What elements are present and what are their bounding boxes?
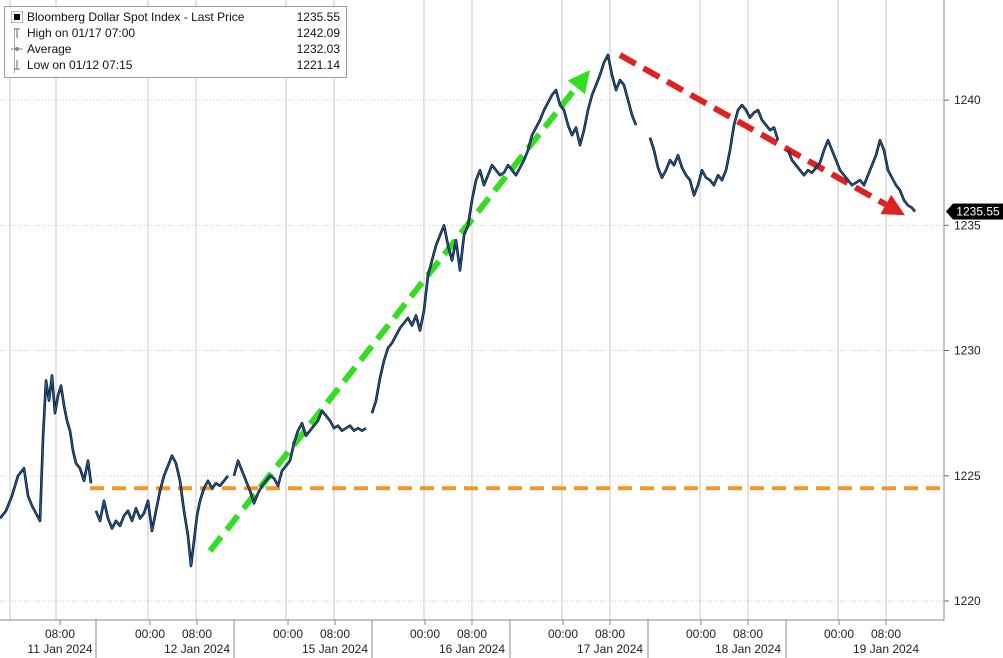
series-line [649, 104, 779, 196]
trend-arrow-head [880, 194, 905, 216]
x-tick-time-label: 08:00 [733, 627, 763, 641]
legend-high-value: 1242.09 [296, 26, 340, 40]
annotations [90, 52, 944, 553]
series-line-shadow [648, 103, 780, 197]
low-marker-icon [14, 60, 20, 70]
average-marker-icon [11, 47, 23, 51]
last-price-box [953, 203, 1003, 220]
series-line-shadow [370, 53, 638, 414]
legend-average-row: Average 1232.03 [5, 41, 346, 57]
y-tick-label: 1235 [954, 218, 981, 232]
x-tick-time-label: 00:00 [686, 627, 716, 641]
series-line [371, 54, 637, 414]
x-tick-date-label: 18 Jan 2024 [715, 642, 781, 656]
x-tick-time-label: 00:00 [410, 627, 440, 641]
x-tick-time-label: 08:00 [45, 627, 75, 641]
last-price-pointer [946, 203, 953, 220]
legend-average-label: Average [27, 42, 72, 56]
legend-series-value: 1235.55 [296, 10, 340, 24]
x-tick-time-label: 00:00 [548, 627, 578, 641]
series-group [0, 53, 917, 568]
series-line-shadow [786, 138, 917, 213]
last-price-label: 1235.55 [956, 205, 1000, 219]
y-tick-label: 1240 [954, 93, 981, 107]
y-tick-label: 1225 [954, 469, 981, 483]
x-tick-time-label: 00:00 [273, 627, 303, 641]
x-tick-date-label: 11 Jan 2024 [27, 642, 92, 656]
trend-arrow-line [207, 85, 579, 553]
legend-high-label: High on 01/17 07:00 [27, 26, 136, 40]
x-tick-date-label: 15 Jan 2024 [302, 642, 368, 656]
x-tick-time-label: 00:00 [824, 627, 854, 641]
legend-series-row: Bloomberg Dollar Spot Index - Last Price… [5, 9, 346, 25]
series-square-icon [11, 11, 23, 23]
legend-series-label: Bloomberg Dollar Spot Index - Last Price [27, 10, 245, 24]
x-tick-date-label: 16 Jan 2024 [439, 642, 505, 656]
x-tick-time-label: 00:00 [135, 627, 165, 641]
legend-low-label: Low on 01/12 07:15 [27, 58, 133, 72]
x-tick-time-label: 08:00 [182, 627, 212, 641]
series-line [0, 375, 92, 522]
y-tick-label: 1230 [954, 344, 981, 358]
legend-average-value: 1232.03 [296, 42, 340, 56]
x-tick-date-label: 19 Jan 2024 [853, 642, 919, 656]
series-line [233, 410, 367, 504]
x-tick-time-label: 08:00 [595, 627, 625, 641]
high-marker-icon [14, 28, 20, 38]
legend-low-row: Low on 01/12 07:15 1221.14 [5, 57, 346, 73]
legend: Bloomberg Dollar Spot Index - Last Price… [4, 6, 347, 78]
x-tick-time-label: 08:00 [320, 627, 350, 641]
x-tick-date-label: 17 Jan 2024 [577, 642, 643, 656]
y-tick-label: 1220 [954, 594, 981, 608]
x-tick-time-label: 08:00 [871, 627, 901, 641]
trend-arrow-line [618, 52, 888, 208]
legend-tree-line [14, 29, 15, 73]
series-line [95, 455, 229, 567]
x-tick-time-label: 08:00 [457, 627, 487, 641]
x-tick-date-label: 12 Jan 2024 [164, 642, 230, 656]
legend-high-row: High on 01/17 07:00 1242.09 [5, 25, 346, 41]
series-line [787, 139, 916, 212]
gridlines [0, 0, 944, 620]
trend-arrow-head [567, 70, 590, 95]
legend-low-value: 1221.14 [296, 58, 340, 72]
